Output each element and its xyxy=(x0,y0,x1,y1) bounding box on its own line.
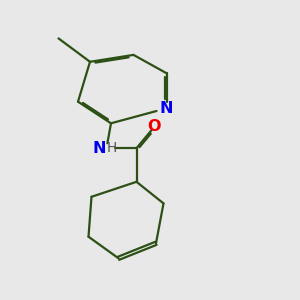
Text: O: O xyxy=(148,119,161,134)
Text: N: N xyxy=(160,101,173,116)
Text: N: N xyxy=(93,141,106,156)
Text: H: H xyxy=(106,141,117,155)
